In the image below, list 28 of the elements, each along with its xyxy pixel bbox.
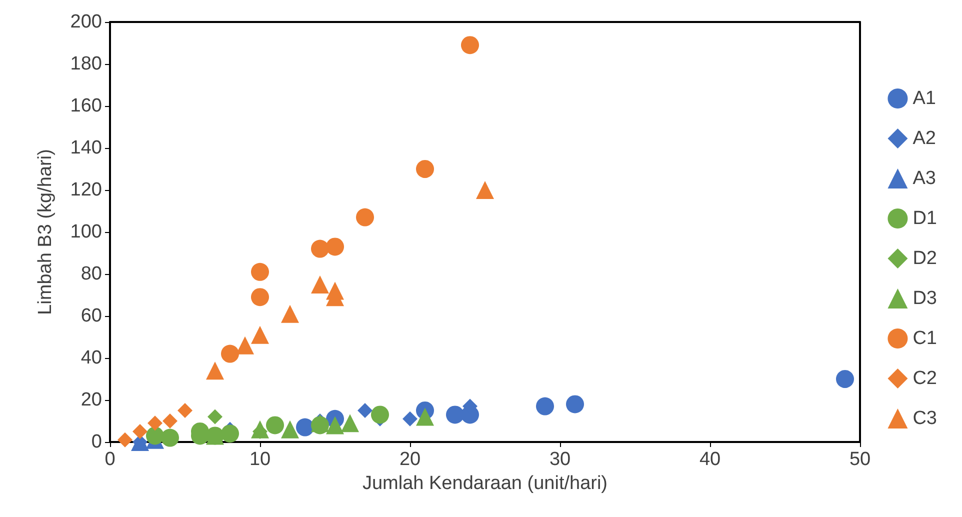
y-axis-title: Limbah B3 (kg/hari) xyxy=(35,149,56,315)
y-tick-label: 80 xyxy=(80,264,102,284)
x-tick-label: 30 xyxy=(549,449,571,470)
y-tick-label: 120 xyxy=(70,180,102,200)
legend-label: C3 xyxy=(912,408,938,429)
y-tick-label: 100 xyxy=(70,222,102,242)
legend-label: D1 xyxy=(912,208,938,229)
legend-label: D2 xyxy=(912,248,938,269)
y-tick-label: 200 xyxy=(70,12,102,32)
legend-label: D3 xyxy=(912,288,938,309)
y-tick-label: 60 xyxy=(80,306,102,326)
legend-label: A1 xyxy=(912,88,936,109)
y-tick-label: 40 xyxy=(80,348,102,368)
legend-label: C1 xyxy=(912,328,938,349)
legend-label: C2 xyxy=(912,368,938,389)
y-tick-label: 180 xyxy=(70,54,102,74)
x-tick-label: 10 xyxy=(249,449,271,470)
x-axis-title: Jumlah Kendaraan (unit/hari) xyxy=(362,472,608,494)
y-tick-label: 140 xyxy=(70,138,102,158)
y-tick-label: 0 xyxy=(91,432,102,452)
legend-label: A3 xyxy=(912,168,936,189)
legend-label: A2 xyxy=(912,128,936,149)
x-tick-label: 20 xyxy=(399,449,421,470)
x-tick-label: 40 xyxy=(699,449,721,470)
x-tick-label: 50 xyxy=(849,449,871,470)
y-tick-label: 160 xyxy=(70,96,102,116)
x-tick-label: 0 xyxy=(104,449,116,470)
y-tick-label: 20 xyxy=(80,390,102,410)
